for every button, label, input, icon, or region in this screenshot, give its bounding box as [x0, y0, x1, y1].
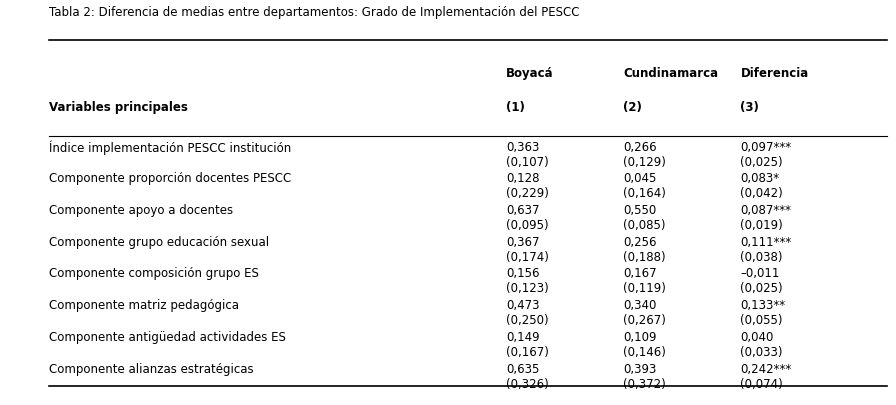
Text: Cundinamarca: Cundinamarca — [623, 67, 719, 80]
Text: (3): (3) — [740, 101, 759, 114]
Text: Componente matriz pedagógica: Componente matriz pedagógica — [49, 298, 239, 311]
Text: 0,340: 0,340 — [623, 298, 657, 311]
Text: –0,011: –0,011 — [740, 267, 780, 280]
Text: 0,083*: 0,083* — [740, 172, 780, 185]
Text: 0,473: 0,473 — [506, 298, 539, 311]
Text: (0,188): (0,188) — [623, 250, 666, 263]
Text: 0,128: 0,128 — [506, 172, 539, 185]
Text: (0,174): (0,174) — [506, 250, 548, 263]
Text: (0,107): (0,107) — [506, 155, 548, 168]
Text: Componente antigüedad actividades ES: Componente antigüedad actividades ES — [49, 330, 286, 343]
Text: 0,363: 0,363 — [506, 140, 539, 153]
Text: 0,133**: 0,133** — [740, 298, 786, 311]
Text: (0,074): (0,074) — [740, 377, 783, 390]
Text: Índice implementación PESCC institución: Índice implementación PESCC institución — [49, 140, 291, 155]
Text: 0,097***: 0,097*** — [740, 140, 791, 153]
Text: Componente apoyo a docentes: Componente apoyo a docentes — [49, 204, 233, 217]
Text: (0,055): (0,055) — [740, 313, 783, 326]
Text: (0,267): (0,267) — [623, 313, 666, 326]
Text: 0,242***: 0,242*** — [740, 362, 792, 375]
Text: 0,167: 0,167 — [623, 267, 657, 280]
Text: (0,119): (0,119) — [623, 282, 666, 295]
Text: Componente alianzas estratégicas: Componente alianzas estratégicas — [49, 362, 254, 375]
Text: (0,019): (0,019) — [740, 218, 783, 231]
Text: 0,256: 0,256 — [623, 235, 657, 248]
Text: Componente grupo educación sexual: Componente grupo educación sexual — [49, 235, 270, 248]
Text: (0,123): (0,123) — [506, 282, 548, 295]
Text: 0,266: 0,266 — [623, 140, 657, 153]
Text: 0,045: 0,045 — [623, 172, 657, 185]
Text: 0,149: 0,149 — [506, 330, 539, 343]
Text: 0,109: 0,109 — [623, 330, 657, 343]
Text: 0,635: 0,635 — [506, 362, 539, 375]
Text: Componente composición grupo ES: Componente composición grupo ES — [49, 267, 259, 280]
Text: (0,372): (0,372) — [623, 377, 666, 390]
Text: (0,164): (0,164) — [623, 187, 666, 200]
Text: 0,087***: 0,087*** — [740, 204, 791, 217]
Text: (0,095): (0,095) — [506, 218, 548, 231]
Text: 0,550: 0,550 — [623, 204, 657, 217]
Text: (0,025): (0,025) — [740, 282, 783, 295]
Text: 0,637: 0,637 — [506, 204, 539, 217]
Text: (2): (2) — [623, 101, 642, 114]
Text: Boyacá: Boyacá — [506, 67, 554, 80]
Text: (0,025): (0,025) — [740, 155, 783, 168]
Text: (0,326): (0,326) — [506, 377, 548, 390]
Text: 0,393: 0,393 — [623, 362, 657, 375]
Text: (0,250): (0,250) — [506, 313, 548, 326]
Text: Tabla 2: Diferencia de medias entre departamentos: Grado de Implementación del P: Tabla 2: Diferencia de medias entre depa… — [49, 6, 580, 19]
Text: (0,146): (0,146) — [623, 345, 666, 358]
Text: (0,042): (0,042) — [740, 187, 783, 200]
Text: (1): (1) — [506, 101, 525, 114]
Text: (0,038): (0,038) — [740, 250, 783, 263]
Text: Diferencia: Diferencia — [740, 67, 809, 80]
Text: Variables principales: Variables principales — [49, 101, 188, 114]
Text: 0,367: 0,367 — [506, 235, 539, 248]
Text: (0,033): (0,033) — [740, 345, 783, 358]
Text: 0,040: 0,040 — [740, 330, 774, 343]
Text: (0,129): (0,129) — [623, 155, 666, 168]
Text: 0,156: 0,156 — [506, 267, 539, 280]
Text: (0,085): (0,085) — [623, 218, 666, 231]
Text: (0,167): (0,167) — [506, 345, 548, 358]
Text: 0,111***: 0,111*** — [740, 235, 792, 248]
Text: (0,229): (0,229) — [506, 187, 548, 200]
Text: Componente proporción docentes PESCC: Componente proporción docentes PESCC — [49, 172, 291, 185]
